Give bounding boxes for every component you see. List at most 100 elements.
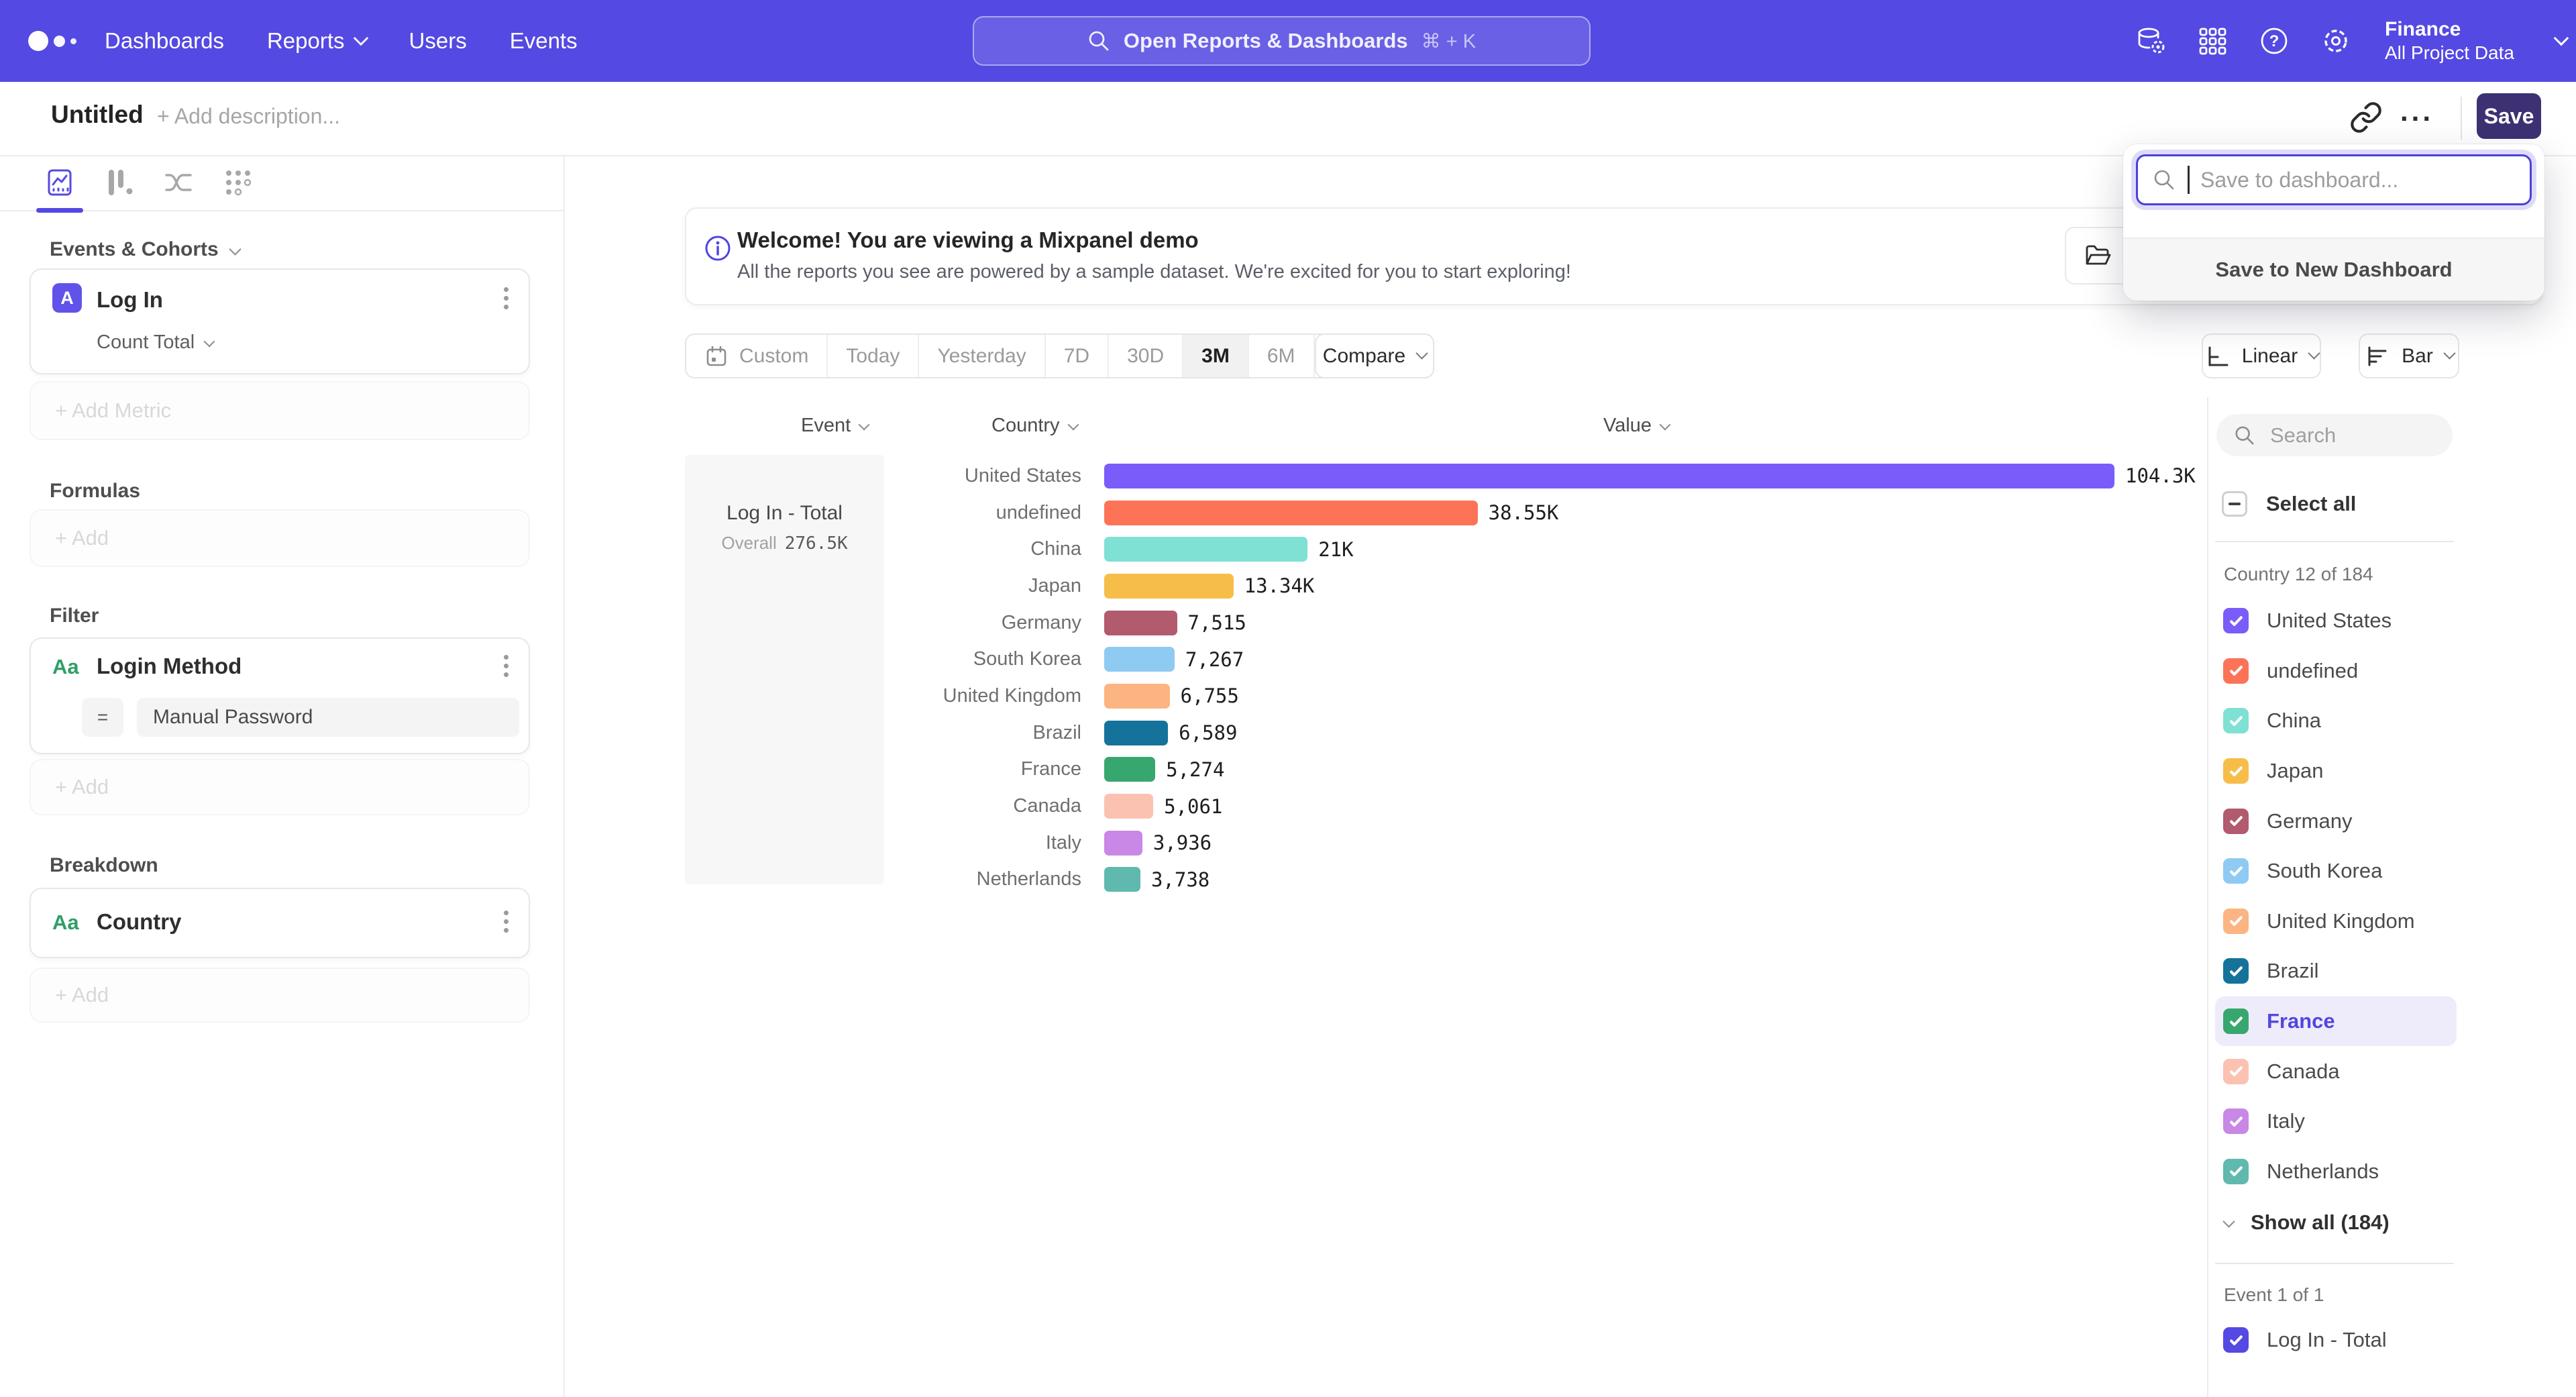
checkbox-checked[interactable]	[2223, 658, 2249, 684]
project-switcher[interactable]: Finance All Project Data	[2385, 17, 2514, 64]
breakdown-property-name[interactable]: Country	[97, 909, 182, 934]
bar-france[interactable]	[1104, 757, 1156, 782]
chart-row: Japan 13.34K	[892, 568, 2196, 605]
bar-netherlands[interactable]	[1104, 867, 1140, 892]
chevron-down-icon[interactable]	[2553, 30, 2569, 46]
legend-item-germany[interactable]: Germany	[2215, 796, 2457, 846]
save-button[interactable]: Save	[2477, 93, 2541, 139]
legend-item-south-korea[interactable]: South Korea	[2215, 846, 2457, 896]
legend-search[interactable]: Search	[2216, 414, 2453, 456]
checkbox-checked[interactable]	[2223, 608, 2249, 634]
date-range-custom[interactable]: Custom	[686, 335, 826, 377]
compare-button[interactable]: Compare	[1315, 333, 1434, 378]
nav-item-events[interactable]: Events	[510, 28, 578, 54]
nav-item-users[interactable]: Users	[409, 28, 467, 54]
bar-south-korea[interactable]	[1104, 647, 1175, 672]
date-range-6m[interactable]: 6M	[1247, 335, 1313, 377]
add-metric-button[interactable]: + Add Metric	[30, 381, 530, 440]
legend-item-undefined[interactable]: undefined	[2215, 646, 2457, 696]
apps-grid-icon[interactable]	[2197, 25, 2228, 56]
bar-china[interactable]	[1104, 537, 1308, 562]
checkbox-checked[interactable]	[2223, 1108, 2249, 1135]
more-actions-icon[interactable]: ...	[2400, 95, 2434, 127]
metric-card[interactable]: A Log In Count Total	[30, 268, 530, 374]
add-breakdown-button[interactable]: + Add	[30, 968, 530, 1023]
nav-item-dashboards[interactable]: Dashboards	[105, 28, 224, 54]
legend-item-netherlands[interactable]: Netherlands	[2215, 1147, 2457, 1197]
metric-name[interactable]: Log In	[97, 287, 163, 312]
date-range-7d[interactable]: 7D	[1044, 335, 1108, 377]
breakdown-card[interactable]: Aa Country	[30, 888, 530, 958]
global-search[interactable]: Open Reports & Dashboards ⌘ + K	[973, 16, 1591, 66]
column-header-country[interactable]: Country	[991, 415, 1079, 437]
mixpanel-logo-icon[interactable]	[28, 31, 76, 51]
add-formula-button[interactable]: + Add	[30, 509, 530, 567]
date-range-today[interactable]: Today	[826, 335, 918, 377]
show-all-button[interactable]: Show all (184)	[2222, 1210, 2390, 1235]
kebab-menu-icon[interactable]	[504, 911, 508, 933]
search-icon	[2235, 425, 2254, 445]
column-header-value[interactable]: Value	[1603, 415, 1671, 437]
date-range-yesterday[interactable]: Yesterday	[918, 335, 1044, 377]
string-property-icon: Aa	[52, 911, 79, 934]
settings-gear-icon[interactable]	[2320, 25, 2351, 56]
legend-item-united-states[interactable]: United States	[2215, 596, 2457, 646]
add-description[interactable]: + Add description...	[157, 104, 341, 128]
scale-selector[interactable]: Linear	[2202, 333, 2321, 378]
date-range-3m[interactable]: 3M	[1182, 335, 1248, 377]
checkbox-checked[interactable]	[2223, 908, 2249, 934]
filter-value[interactable]: Manual Password	[137, 698, 519, 737]
metric-aggregation[interactable]: Count Total	[97, 331, 215, 354]
legend-item-japan[interactable]: Japan	[2215, 746, 2457, 796]
bar-canada[interactable]	[1104, 794, 1154, 819]
checkbox-indeterminate[interactable]	[2222, 491, 2247, 517]
tab-retention-icon[interactable]	[223, 167, 254, 198]
data-management-icon[interactable]	[2135, 25, 2166, 56]
legend-item-china[interactable]: China	[2215, 696, 2457, 746]
filter-property-name[interactable]: Login Method	[97, 654, 242, 678]
copy-link-icon[interactable]	[2349, 101, 2383, 134]
column-header-event[interactable]: Event	[801, 415, 870, 437]
kebab-menu-icon[interactable]	[504, 655, 508, 677]
nav-item-reports[interactable]: Reports	[267, 28, 368, 54]
save-to-dashboard-input[interactable]: Save to dashboard...	[2136, 154, 2532, 205]
checkbox-checked[interactable]	[2223, 1058, 2249, 1084]
bar-united-states[interactable]	[1104, 463, 2114, 488]
checkbox-checked[interactable]	[2223, 958, 2249, 984]
checkbox-checked[interactable]	[2223, 858, 2249, 884]
checkbox-checked[interactable]	[2223, 758, 2249, 784]
legend-item-france[interactable]: France	[2215, 996, 2457, 1047]
legend-item-italy[interactable]: Italy	[2215, 1096, 2457, 1147]
help-icon[interactable]: ?	[2259, 25, 2290, 56]
tab-flows-icon[interactable]	[163, 167, 194, 198]
tab-insights-icon[interactable]	[44, 167, 75, 198]
filter-operator[interactable]: =	[82, 698, 123, 737]
checkbox-checked[interactable]	[2223, 708, 2249, 734]
date-range-label: 3M	[1201, 344, 1230, 367]
legend-item-brazil[interactable]: Brazil	[2215, 946, 2457, 996]
bar-united-kingdom[interactable]	[1104, 683, 1170, 709]
checkbox-checked[interactable]	[2223, 1008, 2249, 1035]
checkbox-checked[interactable]	[2223, 1327, 2249, 1353]
kebab-menu-icon[interactable]	[504, 287, 508, 309]
save-to-new-dashboard-button[interactable]: Save to New Dashboard	[2123, 238, 2544, 301]
date-range-30d[interactable]: 30D	[1108, 335, 1182, 377]
tab-funnels-icon[interactable]	[104, 167, 135, 198]
bar-brazil[interactable]	[1104, 720, 1169, 745]
legend-item-united-kingdom[interactable]: United Kingdom	[2215, 896, 2457, 947]
events-cohorts-header[interactable]: Events & Cohorts	[50, 238, 241, 261]
bar-germany[interactable]	[1104, 610, 1177, 635]
legend-item-canada[interactable]: Canada	[2215, 1046, 2457, 1096]
filter-card[interactable]: Aa Login Method = Manual Password	[30, 637, 530, 754]
bar-italy[interactable]	[1104, 830, 1142, 856]
legend-item-log-in---total[interactable]: Log In - Total	[2215, 1315, 2457, 1365]
add-filter-button[interactable]: + Add	[30, 759, 530, 815]
select-all-control[interactable]: Select all	[2222, 491, 2356, 517]
chart-type-selector[interactable]: Bar	[2359, 333, 2459, 378]
report-title[interactable]: Untitled	[51, 101, 144, 128]
checkbox-checked[interactable]	[2223, 808, 2249, 834]
checkbox-checked[interactable]	[2223, 1158, 2249, 1184]
bar-japan[interactable]	[1104, 573, 1234, 599]
bar-undefined[interactable]	[1104, 500, 1478, 525]
nav-item-label: Events	[509, 28, 578, 53]
